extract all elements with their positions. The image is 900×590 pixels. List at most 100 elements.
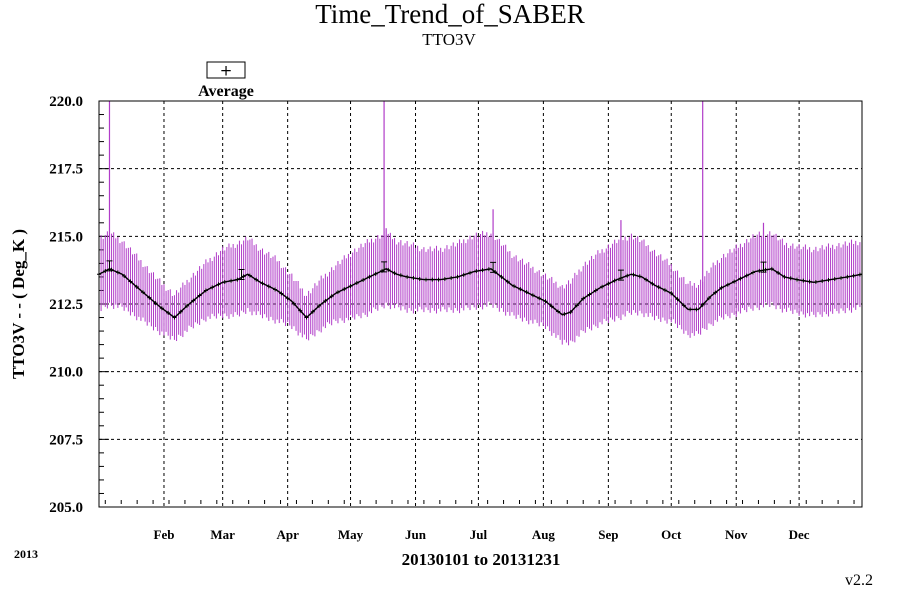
month-label: Jun xyxy=(405,527,427,542)
average-marker xyxy=(688,307,693,312)
average-marker xyxy=(625,273,630,278)
average-marker xyxy=(776,270,781,275)
average-marker xyxy=(769,266,774,271)
month-label: Mar xyxy=(210,527,235,542)
average-marker xyxy=(386,267,391,272)
average-marker xyxy=(505,279,510,284)
average-marker xyxy=(713,290,718,295)
average-marker xyxy=(405,274,410,279)
average-marker xyxy=(675,297,680,302)
average-marker xyxy=(587,292,592,297)
average-marker xyxy=(430,277,435,282)
y-tick-label: 212.5 xyxy=(49,297,83,313)
average-marker xyxy=(556,309,561,314)
average-marker xyxy=(763,267,768,272)
average-marker xyxy=(832,276,837,281)
average-marker xyxy=(279,291,284,296)
average-marker xyxy=(530,293,535,298)
month-label: Oct xyxy=(661,527,682,542)
average-marker xyxy=(486,267,491,272)
x-axis-label: 20130101 to 20131231 xyxy=(402,550,561,569)
average-marker xyxy=(153,301,158,306)
average-marker xyxy=(191,298,196,303)
footer-year: 2013 xyxy=(14,547,38,561)
average-marker xyxy=(134,284,139,289)
chart-subtitle: TTO3V xyxy=(422,30,476,49)
average-marker xyxy=(820,278,825,283)
average-marker xyxy=(612,278,617,283)
average-marker xyxy=(266,284,271,289)
average-marker xyxy=(719,285,724,290)
average-marker xyxy=(801,278,806,283)
average-marker xyxy=(335,290,340,295)
average-marker xyxy=(442,276,447,281)
average-marker xyxy=(732,279,737,284)
mark-error-bar xyxy=(617,269,624,281)
average-marker xyxy=(468,270,473,275)
average-marker xyxy=(738,276,743,281)
legend: + Average xyxy=(198,61,254,100)
average-marker xyxy=(222,279,227,284)
y-tick-label: 207.5 xyxy=(49,432,83,448)
average-marker xyxy=(455,274,460,279)
y-tick-label: 215.0 xyxy=(49,229,83,245)
average-marker xyxy=(216,282,221,287)
average-marker xyxy=(543,299,548,304)
average-marker xyxy=(367,274,372,279)
average-marker xyxy=(845,274,850,279)
legend-box xyxy=(206,61,246,79)
average-marker xyxy=(826,277,831,282)
average-marker xyxy=(417,276,422,281)
average-marker xyxy=(172,315,177,320)
average-marker xyxy=(807,279,812,284)
average-marker xyxy=(147,295,152,300)
average-marker xyxy=(310,309,315,314)
average-marker xyxy=(342,287,347,292)
average-marker xyxy=(537,296,542,301)
average-marker xyxy=(166,310,171,315)
average-marker xyxy=(813,280,818,285)
average-marker xyxy=(304,315,309,320)
legend-marker: + xyxy=(220,62,233,80)
plot-area xyxy=(97,100,863,508)
mark-error-bar xyxy=(490,261,497,273)
month-label: Jul xyxy=(470,527,488,542)
average-marker xyxy=(725,282,730,287)
mark-error-bar xyxy=(238,268,245,280)
average-marker xyxy=(317,303,322,308)
average-marker xyxy=(185,303,190,308)
average-marker xyxy=(203,288,208,293)
average-marker xyxy=(197,293,202,298)
average-marker xyxy=(706,296,711,301)
mark-error-bar xyxy=(106,260,113,272)
average-marker xyxy=(662,288,667,293)
y-tick-label: 205.0 xyxy=(49,500,83,516)
average-marker xyxy=(681,303,686,308)
average-marker xyxy=(298,308,303,313)
average-marker xyxy=(751,270,755,275)
average-marker xyxy=(631,272,636,277)
average-marker xyxy=(593,288,598,293)
average-marker xyxy=(141,290,146,295)
average-marker xyxy=(329,294,334,299)
average-marker xyxy=(851,273,856,278)
average-marker xyxy=(606,281,611,286)
month-label: Nov xyxy=(725,527,748,542)
average-marker xyxy=(424,277,428,282)
average-marker xyxy=(241,274,246,279)
average-marker xyxy=(581,296,586,301)
average-marker xyxy=(392,271,397,276)
average-marker xyxy=(159,306,164,311)
average-marker xyxy=(461,272,466,277)
average-marker xyxy=(669,291,674,296)
average-marker xyxy=(568,310,573,315)
footer-version: v2.2 xyxy=(845,572,873,589)
average-marker xyxy=(574,303,579,308)
average-marker xyxy=(549,304,554,309)
average-marker xyxy=(474,269,479,274)
plot-frame xyxy=(98,100,863,508)
average-marker xyxy=(323,298,328,303)
average-marker xyxy=(348,284,353,289)
chart-title: Time_Trend_of_SABER xyxy=(315,0,585,29)
